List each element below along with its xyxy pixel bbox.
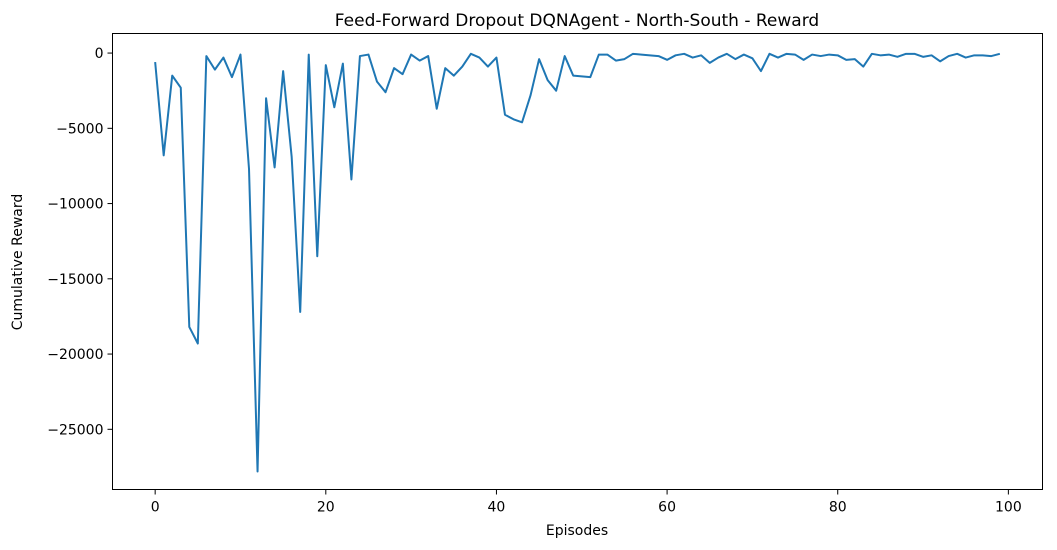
x-tick-label: 20: [317, 500, 335, 516]
plot-area: [154, 52, 1001, 473]
x-axis: 0 20 40 60 80 100: [151, 489, 1022, 516]
x-tick-label: 100: [995, 500, 1022, 516]
y-tick-label: −20000: [47, 347, 103, 363]
chart-title: Feed-Forward Dropout DQNAgent - North-So…: [335, 11, 819, 31]
reward-series-line: [154, 52, 1001, 473]
y-axis-label: Cumulative Reward: [10, 194, 26, 331]
x-tick-label: 0: [151, 500, 160, 516]
y-tick-label: 0: [95, 46, 104, 62]
y-axis: 0 −5000 −10000 −15000 −20000 −25000: [47, 46, 113, 438]
y-tick-label: −25000: [47, 422, 103, 438]
plot-frame: [112, 33, 1043, 490]
y-tick-label: −5000: [56, 121, 103, 137]
y-tick-label: −15000: [47, 272, 103, 288]
x-tick-label: 80: [829, 500, 847, 516]
x-axis-label: Episodes: [546, 523, 608, 539]
x-tick-label: 60: [658, 500, 676, 516]
y-tick-label: −10000: [47, 197, 103, 213]
x-tick-label: 40: [488, 500, 506, 516]
